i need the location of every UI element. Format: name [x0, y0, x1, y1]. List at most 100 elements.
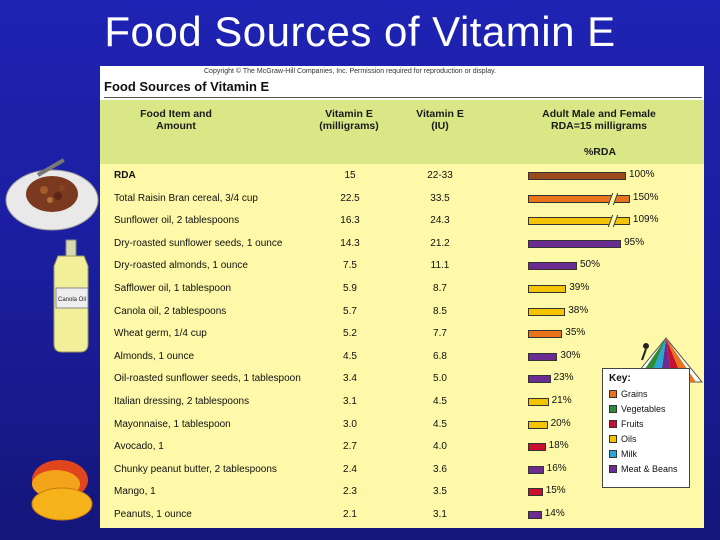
row-label: Oil-roasted sunflower seeds, 1 tablespoo…	[114, 373, 301, 385]
row-bar	[528, 172, 626, 180]
row-label: RDA	[114, 170, 136, 181]
row-iu: 4.5	[433, 396, 447, 407]
row-label: Sunflower oil, 2 tablespoons	[114, 215, 240, 227]
row-iu: 11.1	[430, 260, 450, 272]
legend-label: Fruits	[621, 419, 644, 429]
row-mg: 2.4	[343, 463, 357, 475]
legend-label: Milk	[621, 449, 637, 459]
row-iu: 4.0	[433, 441, 447, 453]
row-bar	[528, 443, 546, 452]
row-label: Italian dressing, 2 tablespoons	[114, 396, 250, 407]
legend-item: Oils	[609, 434, 637, 444]
row-label: Canola oil, 2 tablespoons	[114, 305, 227, 317]
oil-bottle-icon: Canola Oil	[53, 239, 89, 353]
row-pct-label: 100%	[629, 169, 655, 180]
legend-item: Meat & Beans	[609, 464, 678, 474]
row-mg: 5.2	[343, 328, 357, 340]
row-pct-label: 23%	[553, 372, 574, 384]
food-illustrations: Canola Oil	[5, 158, 99, 521]
row-mg: 2.3	[343, 486, 357, 498]
row-label: Almonds, 1 ounce	[114, 350, 195, 362]
slide-title: Food Sources of Vitamin E	[104, 8, 616, 55]
row-bar	[528, 194, 630, 203]
row-iu: 3.6	[433, 463, 447, 475]
row-pct-label: 16%	[546, 462, 567, 474]
legend-label: Oils	[621, 434, 637, 444]
row-mg: 2.1	[343, 509, 357, 520]
row-bar	[528, 465, 544, 474]
figure-panel: Copyright © The McGraw-Hill Companies, I…	[100, 66, 704, 528]
row-mg: 15	[344, 170, 356, 181]
row-mg: 7.5	[343, 260, 357, 272]
row-bar	[528, 330, 563, 339]
header-band	[100, 100, 704, 164]
row-label: Mango, 1	[114, 486, 156, 498]
legend-swatch	[609, 405, 617, 413]
row-iu: 8.7	[433, 283, 447, 294]
legend-swatch	[609, 390, 617, 398]
row-iu: 22-33	[427, 170, 453, 181]
header-iu: Vitamin E (IU)	[416, 108, 464, 132]
row-label: Total Raisin Bran cereal, 3/4 cup	[114, 192, 258, 204]
row-mg: 4.5	[343, 350, 357, 362]
legend-swatch	[609, 450, 617, 458]
row-label: Safflower oil, 1 tablespoon	[114, 283, 232, 294]
row-iu: 8.5	[433, 305, 447, 317]
row-bar	[528, 239, 622, 248]
row-pct-label: 50%	[580, 259, 601, 271]
row-iu: 33.5	[430, 192, 450, 204]
row-label: Peanuts, 1 ounce	[114, 509, 192, 520]
row-bar	[528, 217, 630, 226]
row-pct-label: 20%	[550, 417, 571, 429]
row-pct-label: 38%	[568, 304, 589, 316]
row-pct-label: 14%	[544, 508, 565, 519]
row-pct-label: 15%	[545, 485, 566, 497]
legend-swatch	[609, 465, 617, 473]
row-iu: 3.1	[433, 509, 447, 520]
row-iu: 21.2	[430, 237, 450, 249]
cereal-bowl-icon	[5, 158, 99, 231]
row-iu: 5.0	[433, 373, 447, 385]
row-iu: 24.3	[430, 215, 450, 227]
row-label: Avocado, 1	[114, 441, 164, 453]
row-bar	[528, 262, 577, 271]
row-iu: 4.5	[433, 418, 447, 430]
row-mg: 14.3	[340, 237, 360, 249]
canola-oil-label: Canola Oil	[58, 297, 86, 303]
row-bar	[528, 352, 558, 361]
header-mg: Vitamin E (milligrams)	[319, 108, 379, 132]
row-label: Dry-roasted sunflower seeds, 1 ounce	[114, 237, 283, 249]
row-pct-label: 150%	[632, 191, 659, 203]
row-mg: 5.7	[343, 305, 357, 317]
row-iu: 6.8	[433, 350, 447, 362]
header-food: Food Item and Amount	[140, 108, 212, 132]
row-mg: 5.9	[343, 283, 357, 294]
row-mg: 2.7	[343, 441, 357, 453]
mango-icon	[31, 460, 93, 521]
title-rule	[104, 97, 702, 98]
row-label: Wheat germ, 1/4 cup	[114, 328, 207, 340]
row-mg: 16.3	[340, 215, 360, 227]
legend-label: Vegetables	[621, 404, 666, 414]
row-pct-label: 39%	[569, 282, 590, 293]
legend-swatch	[609, 420, 617, 428]
copyright-notice: Copyright © The McGraw-Hill Companies, I…	[204, 68, 497, 75]
row-bar	[528, 398, 549, 406]
legend-item: Vegetables	[609, 404, 666, 414]
row-pct-label: 35%	[565, 327, 586, 339]
figure-title: Food Sources of Vitamin E	[104, 79, 270, 94]
header-rda: Adult Male and Female RDA=15 milligrams	[542, 108, 656, 132]
row-label: Chunky peanut butter, 2 tablespoons	[114, 463, 277, 475]
legend-box: Key: Grains Vegetables Fruits Oils Milk Meat …	[602, 368, 690, 488]
row-iu: 3.5	[433, 486, 447, 498]
row-bar	[528, 285, 567, 293]
row-pct-label: 95%	[624, 236, 645, 248]
row-mg: 3.1	[343, 396, 357, 407]
legend-title: Key:	[609, 373, 631, 384]
row-mg: 3.0	[343, 418, 357, 430]
row-bar	[528, 375, 551, 384]
row-mg: 22.5	[340, 192, 360, 204]
row-label: Dry-roasted almonds, 1 ounce	[114, 260, 248, 272]
row-pct-label: 30%	[560, 349, 581, 361]
legend-label: Meat & Beans	[621, 464, 678, 474]
